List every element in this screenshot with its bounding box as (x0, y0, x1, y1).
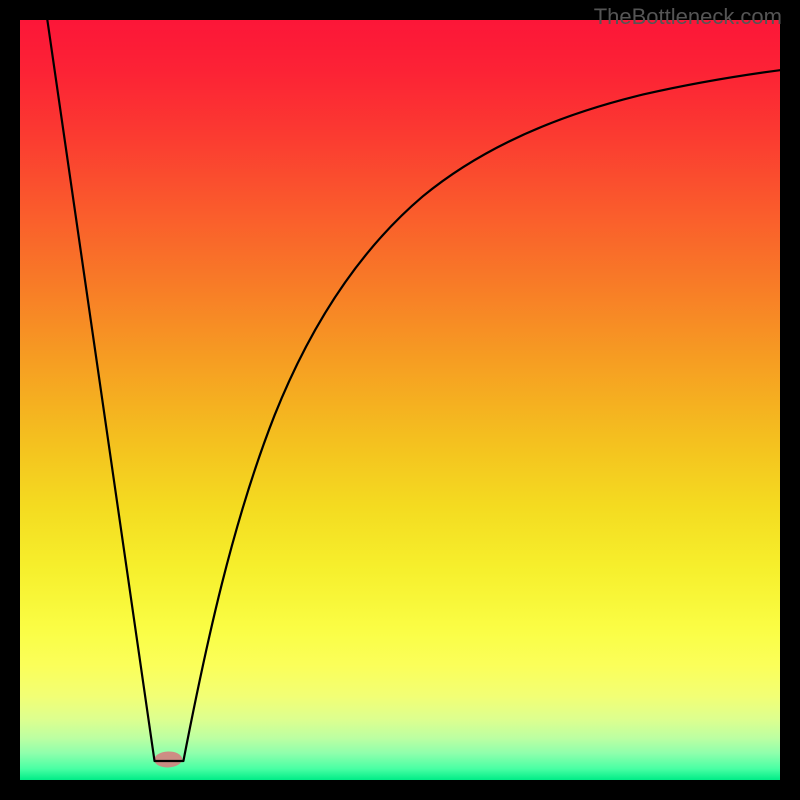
chart-plot-area (20, 20, 780, 780)
bottleneck-chart: TheBottleneck.com (0, 0, 800, 800)
chart-svg (0, 0, 800, 800)
watermark-text: TheBottleneck.com (594, 4, 782, 30)
